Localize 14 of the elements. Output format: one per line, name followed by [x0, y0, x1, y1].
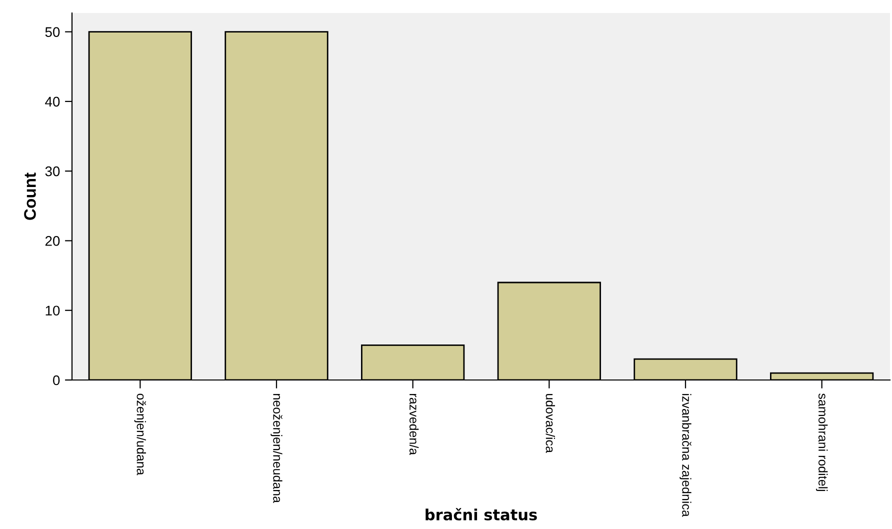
x-tick-label: neoženjen/neudana	[270, 394, 282, 504]
x-tick-label: oženjen/udana	[134, 394, 146, 476]
y-tick-label: 10	[46, 306, 60, 316]
y-tick-label: 0	[53, 375, 60, 386]
y-tick-label: 20	[45, 236, 60, 246]
x-tick-label: razveden/a	[409, 394, 419, 456]
y-tick-label: 50	[45, 27, 60, 37]
y-tick-label: 30	[45, 166, 60, 176]
y-tick-label: 40	[45, 96, 60, 107]
y-axis-title: Count	[24, 172, 36, 220]
x-axis-title: bračni status	[426, 508, 537, 520]
x-tick-label: udovac/ica	[546, 394, 555, 453]
x-tick-label: samohrani roditelj	[816, 394, 828, 492]
x-tick-label: izvanbračna zajednica	[680, 394, 692, 517]
